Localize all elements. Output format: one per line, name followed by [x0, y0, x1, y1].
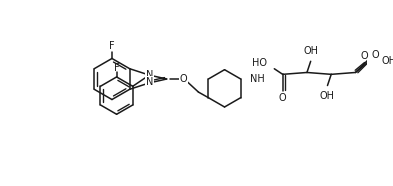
Text: HO: HO: [252, 58, 267, 68]
Text: N: N: [145, 77, 153, 87]
Text: O: O: [360, 51, 368, 61]
Text: O: O: [371, 50, 379, 60]
Text: OH: OH: [320, 91, 335, 101]
Text: N: N: [145, 70, 153, 80]
Text: NH: NH: [250, 74, 265, 84]
Text: OH: OH: [303, 46, 318, 56]
Text: F: F: [109, 41, 115, 51]
Text: F: F: [114, 63, 119, 73]
Text: OH: OH: [382, 56, 393, 66]
Text: O: O: [279, 93, 286, 103]
Text: O: O: [180, 74, 187, 84]
